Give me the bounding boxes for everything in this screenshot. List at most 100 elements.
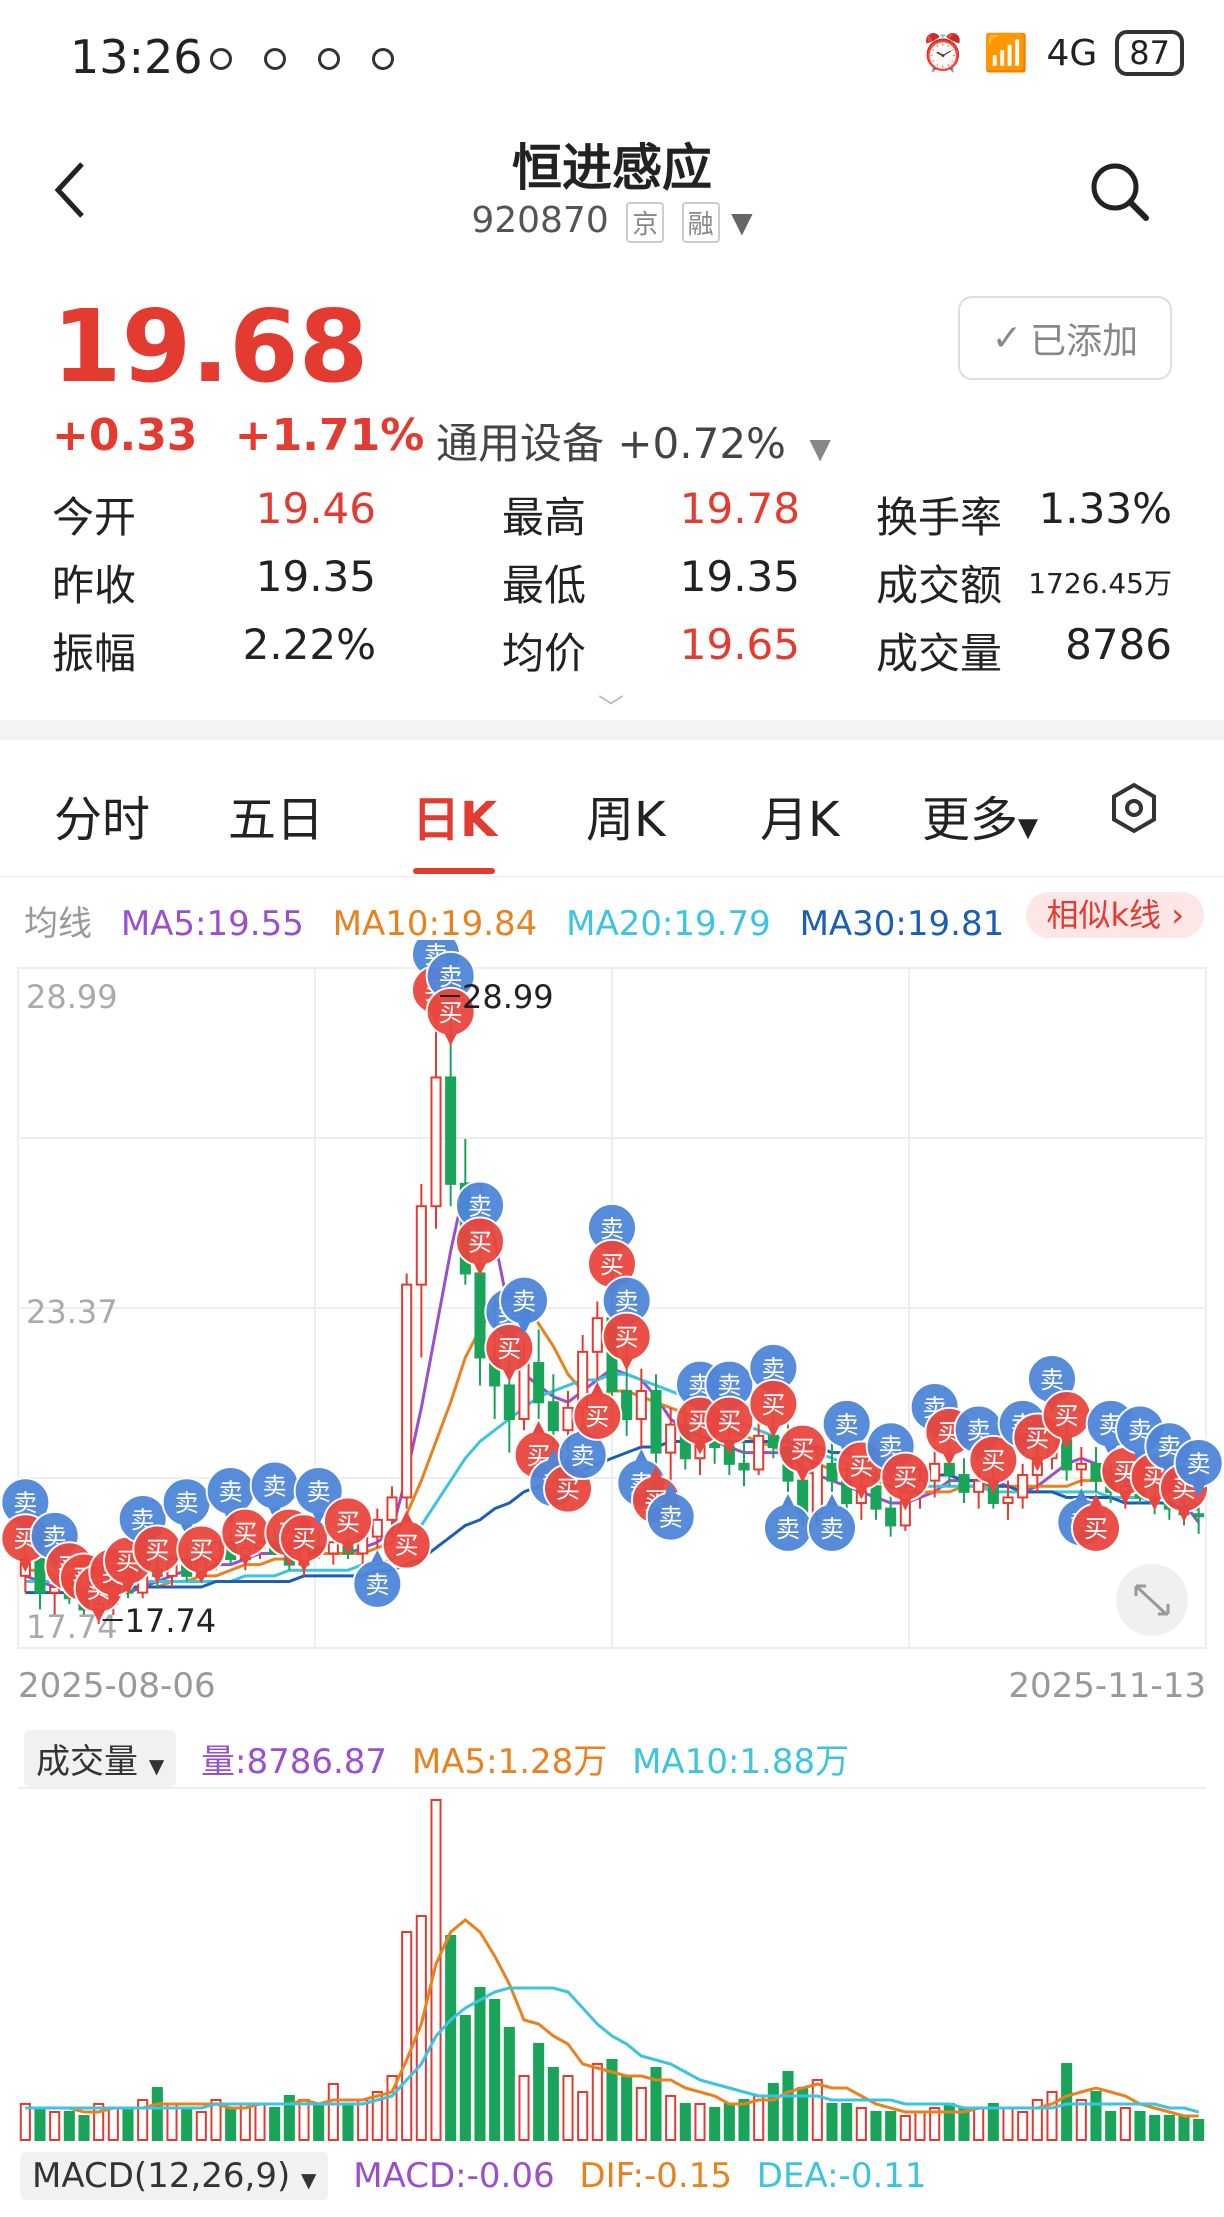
buy-signal[interactable]: 买 bbox=[704, 1395, 755, 1455]
buy-signal[interactable]: 买 bbox=[1041, 1390, 1092, 1450]
section-divider bbox=[0, 720, 1224, 740]
candle-body bbox=[430, 1076, 442, 1208]
sell-signal[interactable]: 卖 bbox=[161, 1477, 212, 1537]
volume-bar bbox=[1061, 2063, 1073, 2141]
buy-signal[interactable]: 买 bbox=[1071, 1493, 1121, 1553]
tab-five-day[interactable]: 五日 bbox=[228, 792, 325, 848]
sell-signal[interactable]: 卖 bbox=[425, 950, 476, 1010]
signal-pointer bbox=[342, 1543, 354, 1556]
signal-label: 卖 bbox=[219, 1478, 243, 1506]
stat-value: 19.78 bbox=[679, 484, 800, 533]
stock-name: 恒进感应 bbox=[512, 139, 712, 197]
dropdown-icon: ▼ bbox=[148, 1754, 165, 1778]
sell-signal[interactable]: 卖 bbox=[557, 1421, 608, 1481]
back-icon[interactable] bbox=[50, 160, 90, 231]
sell-signal[interactable]: 卖 bbox=[645, 1482, 696, 1542]
sell-signal[interactable]: 卖 bbox=[1144, 1421, 1195, 1481]
settings-icon[interactable] bbox=[1108, 782, 1160, 846]
volume-bar bbox=[313, 2103, 325, 2141]
macd-value: MACD:-0.06 bbox=[353, 2156, 555, 2196]
volume-bar bbox=[371, 2091, 383, 2141]
sell-signal[interactable]: 卖 bbox=[704, 1359, 755, 1419]
kline-chart[interactable]: 卖买卖买买买买买卖买卖买卖买卖买买卖买卖买卖买卖买卖买卖买卖买卖买卖买卖买卖买卖… bbox=[0, 940, 1224, 2200]
buy-signal[interactable]: 买 bbox=[279, 1513, 329, 1573]
sell-signal[interactable]: 卖 bbox=[455, 1180, 505, 1240]
signal-pointer bbox=[107, 1593, 120, 1606]
volume-bar bbox=[283, 2095, 295, 2141]
volume-bar bbox=[1163, 2115, 1175, 2141]
candle-body bbox=[650, 1390, 662, 1454]
ma20-value: MA20:19.79 bbox=[566, 904, 771, 944]
expand-icon[interactable]: ﹀ bbox=[598, 694, 625, 724]
candle-body bbox=[401, 1283, 413, 1499]
signal-label: 买 bbox=[761, 1391, 785, 1419]
volume-bar bbox=[1119, 2107, 1131, 2141]
signal-label: 卖 bbox=[263, 1472, 287, 1500]
volume-bar bbox=[547, 2067, 559, 2141]
buy-signal[interactable]: 买 bbox=[777, 1423, 828, 1483]
signal-label: 买 bbox=[600, 1251, 624, 1279]
buy-signal[interactable]: 买 bbox=[323, 1496, 373, 1556]
buy-signal[interactable]: 买 bbox=[748, 1378, 799, 1438]
stat-label: 成交量 bbox=[876, 629, 1003, 678]
volume-bar bbox=[107, 2107, 119, 2141]
buy-signal[interactable]: 买 bbox=[572, 1381, 623, 1441]
buy-signal[interactable]: 买 bbox=[455, 1216, 505, 1276]
signal-pointer bbox=[195, 1571, 208, 1584]
similar-kline-button[interactable]: 相似k线 › bbox=[1026, 892, 1204, 938]
volume-ma10-line bbox=[25, 1986, 1200, 2114]
volume-bar bbox=[195, 2111, 207, 2141]
sell-signal[interactable]: 卖 bbox=[499, 1275, 549, 1335]
buy-signal[interactable]: 买 bbox=[176, 1524, 227, 1584]
macd-selector[interactable]: MACD(12,26,9) ▼ bbox=[20, 2152, 329, 2200]
volume-bar bbox=[665, 2095, 677, 2141]
buy-signal[interactable]: 买 bbox=[425, 986, 476, 1046]
added-watchlist-button[interactable]: ✓ 已添加 bbox=[958, 296, 1172, 380]
signal-label: 买 bbox=[615, 1324, 639, 1352]
search-icon[interactable] bbox=[1088, 160, 1149, 221]
buy-signal[interactable]: 买 bbox=[880, 1451, 931, 1511]
sell-signal[interactable]: 卖 bbox=[352, 1549, 403, 1609]
tab-monthly-k[interactable]: 月K bbox=[760, 792, 840, 848]
ma30-line bbox=[25, 1439, 1199, 1595]
volume-bar bbox=[401, 1931, 413, 2141]
buy-signal[interactable]: 买 bbox=[220, 1507, 271, 1567]
sector-info[interactable]: 通用设备 +0.72% ▼ bbox=[436, 410, 831, 471]
volume-selector[interactable]: 成交量 ▼ bbox=[24, 1730, 177, 1787]
sell-signal[interactable]: 卖 bbox=[807, 1493, 857, 1553]
signal-label: 卖 bbox=[615, 1288, 639, 1316]
end-date: 2025-11-13 bbox=[1008, 1666, 1206, 1706]
tab-daily-k[interactable]: 日K bbox=[412, 792, 498, 848]
volume-legend: 成交量 ▼ 量:8786.87 MA5:1.28万 MA10:1.88万 bbox=[24, 1730, 849, 1787]
volume-bar bbox=[635, 2087, 647, 2141]
candle-body bbox=[958, 1474, 970, 1493]
tab-more[interactable]: 更多▼ bbox=[922, 780, 1038, 850]
stock-code-row[interactable]: 920870 京 融 ▼ bbox=[0, 200, 1224, 243]
notification-icon bbox=[372, 48, 394, 70]
dropdown-icon: ▼ bbox=[301, 2168, 317, 2192]
signal-pointer bbox=[855, 1487, 868, 1500]
tab-intraday[interactable]: 分时 bbox=[54, 792, 151, 848]
volume-bar bbox=[1031, 2099, 1043, 2141]
signal-pointer bbox=[1178, 1509, 1190, 1522]
signal-label: 卖 bbox=[365, 1571, 389, 1599]
signal-label: 买 bbox=[585, 1403, 609, 1431]
volume-bar bbox=[1090, 2091, 1102, 2141]
volume-bar bbox=[767, 2083, 779, 2141]
buy-signal[interactable]: 买 bbox=[484, 1322, 535, 1382]
tab-weekly-k[interactable]: 周K bbox=[586, 792, 666, 848]
stat-value: 8786 bbox=[1065, 620, 1172, 669]
signal-label: 卖 bbox=[835, 1411, 859, 1439]
buy-signal[interactable]: 买 bbox=[132, 1524, 183, 1584]
market-tag: 京 bbox=[626, 201, 665, 243]
buy-signal[interactable]: 买 bbox=[968, 1434, 1019, 1494]
signal-label: 买 bbox=[556, 1476, 580, 1504]
sell-signal[interactable]: 卖 bbox=[1173, 1438, 1224, 1498]
buy-signal[interactable]: 买 bbox=[381, 1510, 432, 1570]
dropdown-icon[interactable]: ▼ bbox=[731, 206, 753, 239]
buy-signal[interactable]: 买 bbox=[601, 1311, 652, 1371]
sell-signal[interactable]: 卖 bbox=[293, 1466, 344, 1526]
volume-bar bbox=[489, 1999, 501, 2141]
signal-pointer bbox=[782, 1493, 794, 1506]
dropdown-icon[interactable]: ▼ bbox=[809, 432, 831, 465]
